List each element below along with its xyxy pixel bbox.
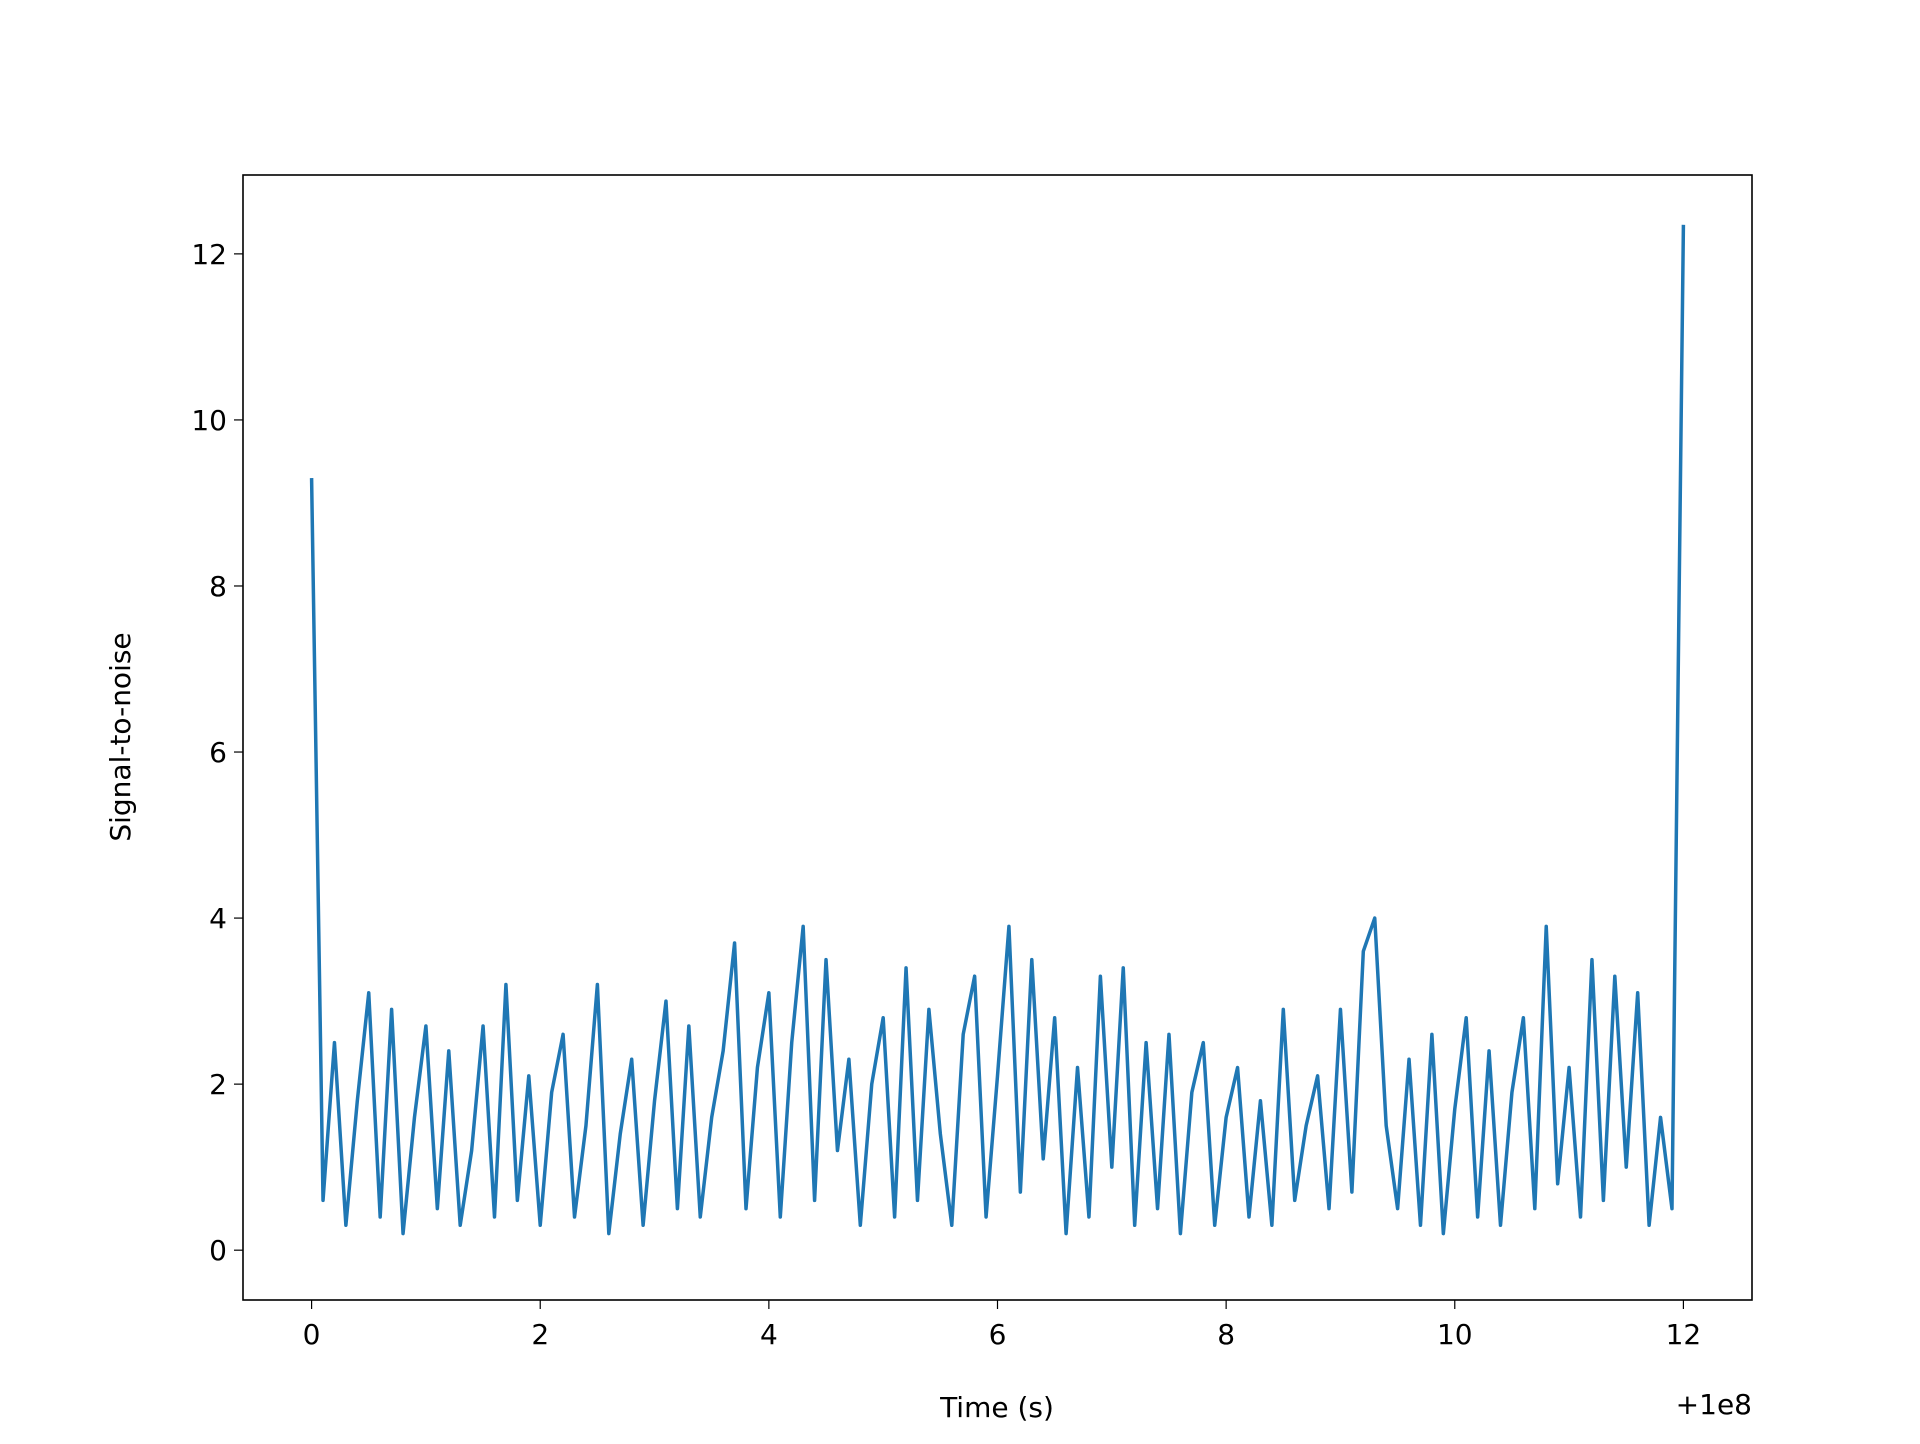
y-tick-label: 10 <box>191 404 227 437</box>
y-tick-label: 0 <box>209 1234 227 1267</box>
x-tick-label: 8 <box>1217 1318 1235 1351</box>
y-axis-label: Signal-to-noise <box>104 632 137 841</box>
y-tick-label: 6 <box>209 736 227 769</box>
x-tick-label: 10 <box>1437 1318 1473 1351</box>
x-axis-label: Time (s) <box>939 1391 1054 1424</box>
y-tick-label: 2 <box>209 1068 227 1101</box>
line-series <box>309 224 1686 1236</box>
y-tick-label: 8 <box>209 570 227 603</box>
x-tick-label: 4 <box>760 1318 778 1351</box>
x-tick-label: 12 <box>1666 1318 1702 1351</box>
x-tick-label: 2 <box>531 1318 549 1351</box>
x-tick-label: 6 <box>989 1318 1007 1351</box>
plot-frame <box>242 174 1753 1301</box>
y-tick-label: 4 <box>209 902 227 935</box>
x-offset-label: +1e8 <box>1676 1388 1752 1421</box>
y-tick-label: 12 <box>191 238 227 271</box>
x-tick-label: 0 <box>303 1318 321 1351</box>
